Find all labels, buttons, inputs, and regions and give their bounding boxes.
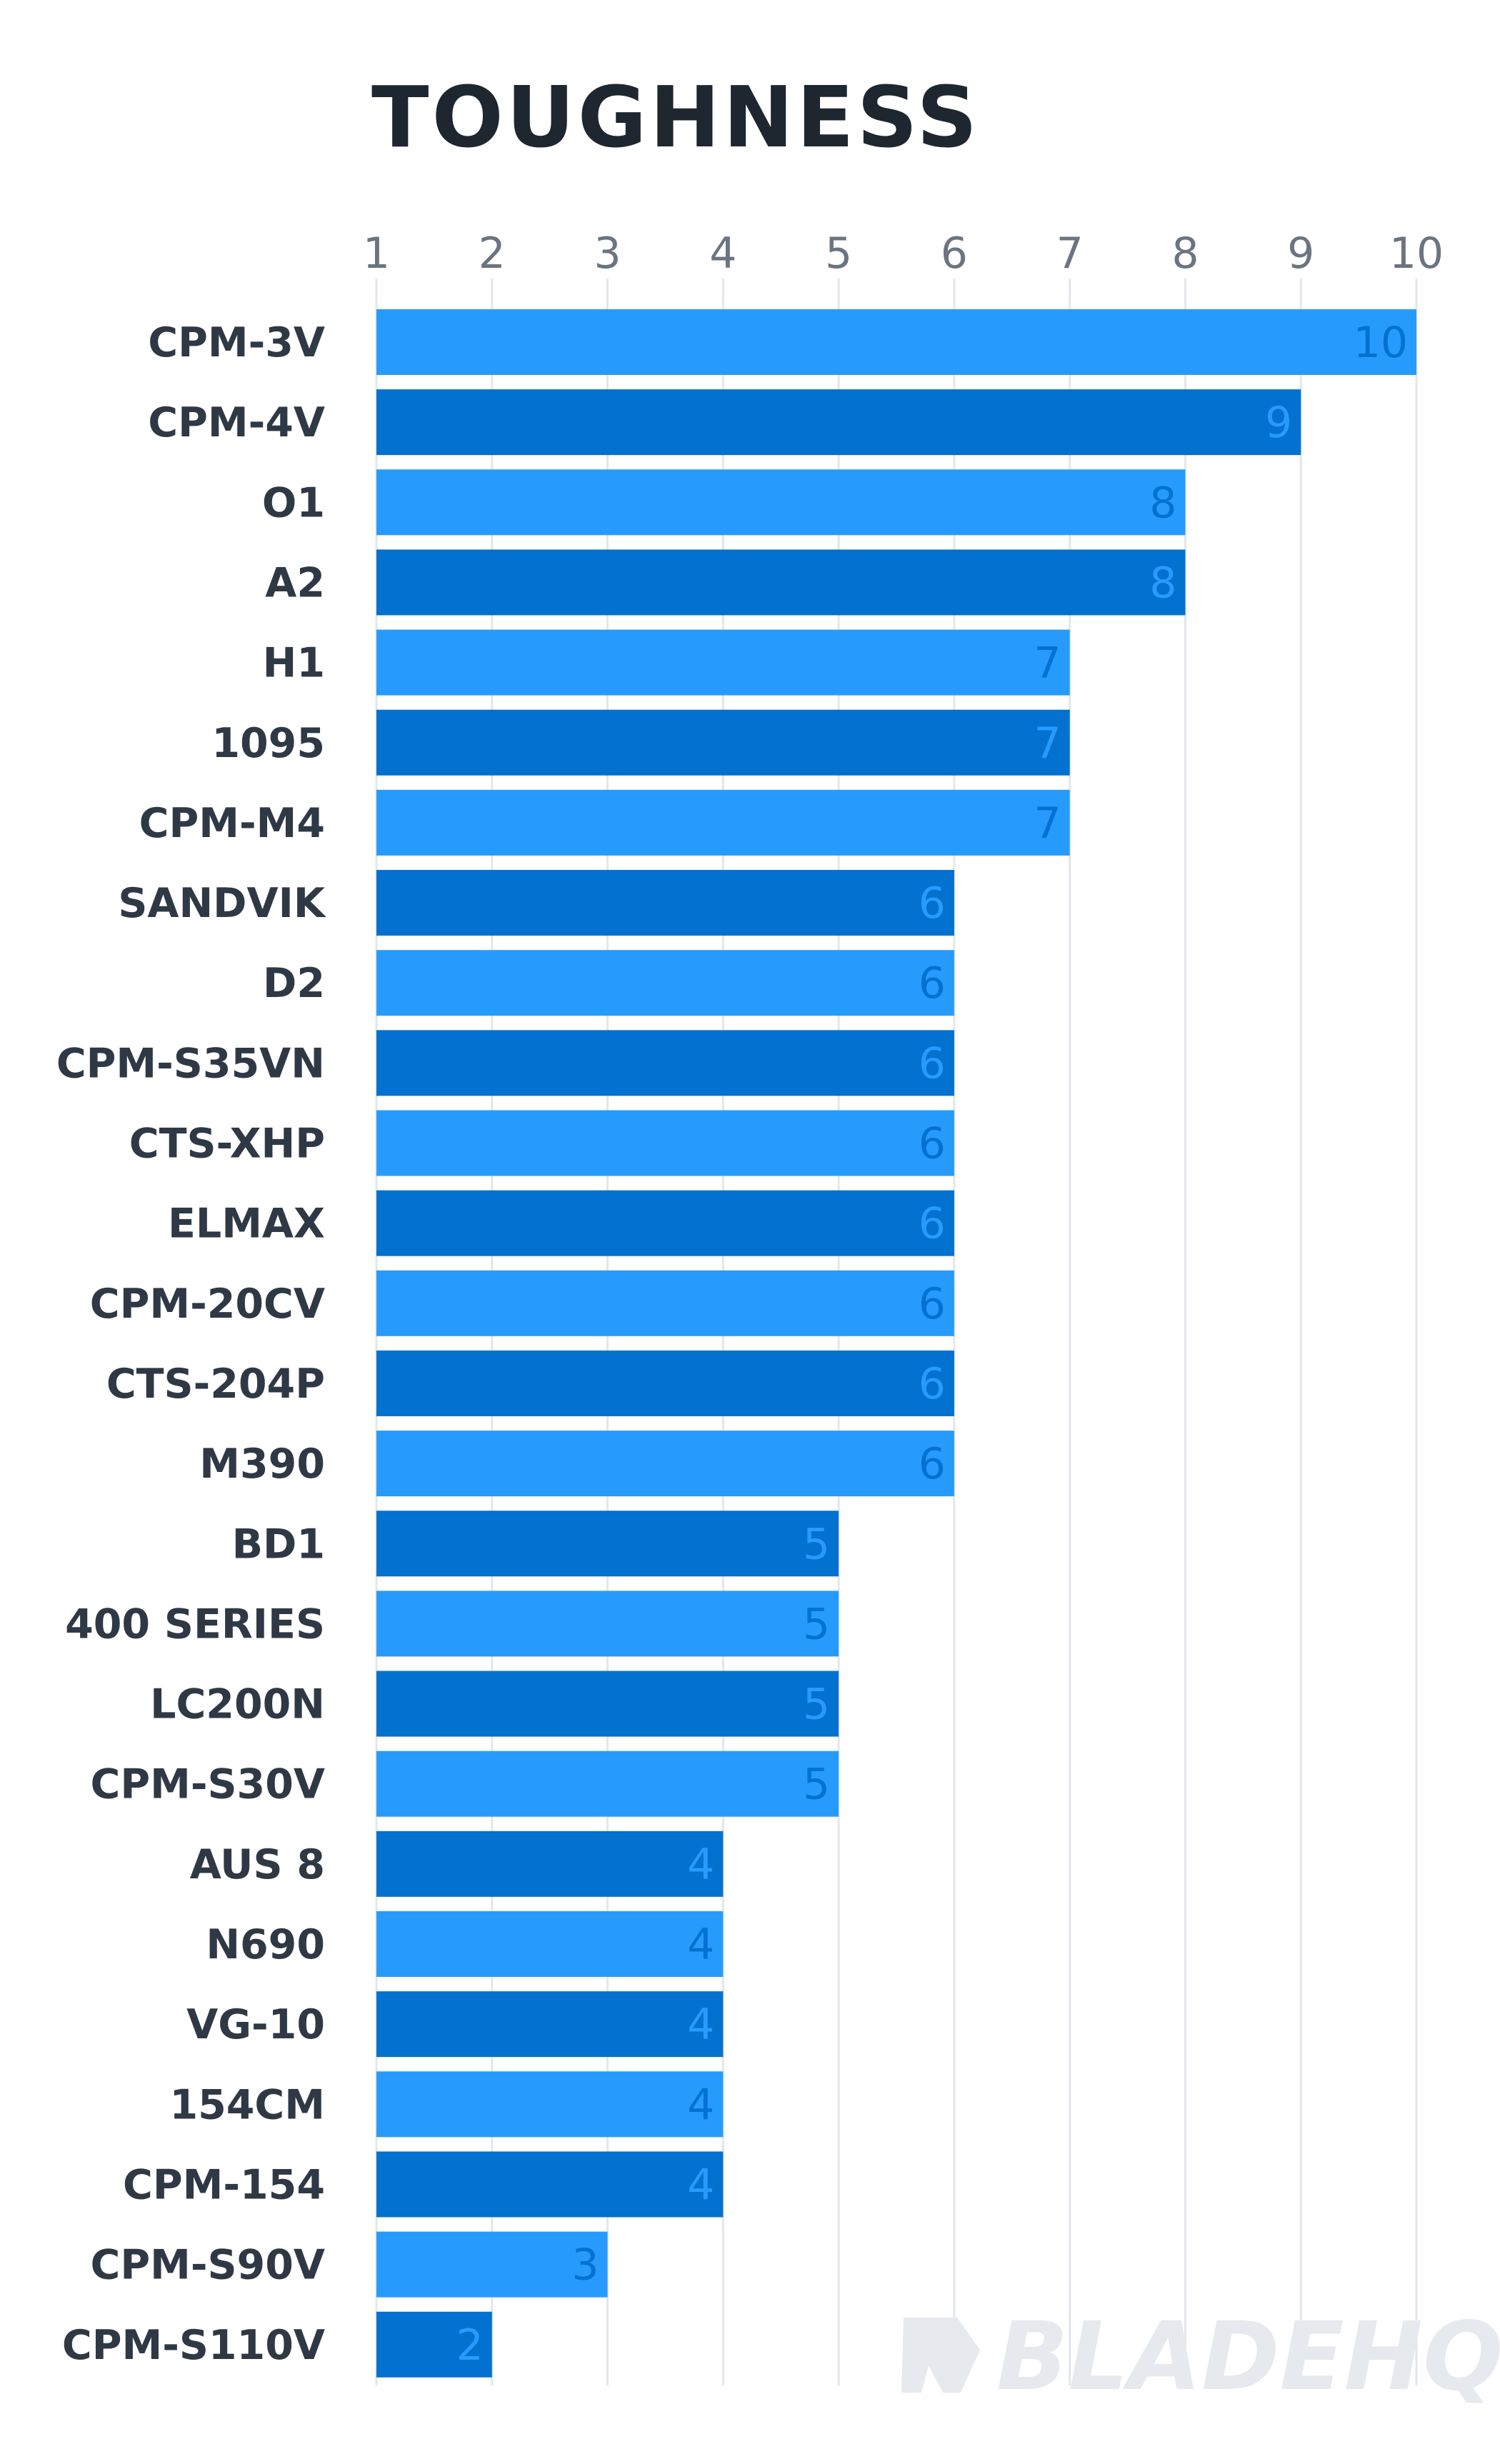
category-label: VG-10 (186, 2001, 325, 2048)
bar-value-label: 4 (687, 2000, 714, 2050)
x-tick-label: 7 (1056, 229, 1084, 279)
bar (376, 549, 1186, 616)
category-label: CPM-S90V (91, 2242, 325, 2289)
bar (376, 870, 954, 936)
category-label: ELMAX (168, 1201, 325, 1248)
category-label: LC200N (150, 1681, 325, 1728)
bar-value-label: 6 (919, 1199, 946, 1249)
bar-value-label: 8 (1149, 478, 1176, 528)
bar (376, 1831, 724, 1897)
bar (376, 629, 1070, 696)
bar (376, 1991, 724, 2058)
x-tick-label: 5 (825, 229, 852, 279)
watermark: BLADEHQ (901, 2302, 1500, 2412)
value-labels: 10 9 8 8 7 7 7 6 6 6 6 6 6 6 6 5 5 5 5 4 4 4 4 4 3 2 (456, 318, 1408, 2370)
bar (376, 469, 1186, 536)
x-tick-label: 4 (709, 229, 736, 279)
bar (376, 1030, 954, 1096)
bar (376, 1350, 954, 1416)
bars (376, 309, 1416, 2378)
bar-value-label: 8 (1149, 558, 1176, 608)
category-label: M390 (199, 1441, 325, 1488)
category-label: CPM-154 (123, 2161, 325, 2208)
bar-value-label: 7 (1034, 638, 1061, 688)
bar (376, 2231, 608, 2298)
category-label: BD1 (232, 1521, 325, 1568)
category-label: 1095 (211, 720, 325, 767)
category-label: 400 SERIES (65, 1601, 325, 1648)
bar (376, 1911, 724, 1977)
bar-value-label: 6 (919, 1439, 946, 1489)
bar-value-label: 5 (803, 1519, 830, 1569)
category-label: CPM-3V (148, 319, 325, 366)
bar (376, 789, 1070, 856)
bar-value-label: 6 (919, 1359, 946, 1409)
bar (376, 950, 954, 1016)
x-tick-label: 1 (363, 229, 390, 279)
bar-value-label: 7 (1034, 718, 1061, 768)
category-label: D2 (263, 960, 325, 1007)
x-tick-label: 2 (479, 229, 506, 279)
category-label: CTS-XHP (129, 1121, 325, 1168)
bar-value-label: 4 (687, 2080, 714, 2130)
bar-value-label: 6 (919, 1119, 946, 1169)
category-label: N690 (206, 1921, 325, 1968)
x-axis-ticks: 1 2 3 4 5 6 7 8 9 10 (363, 229, 1444, 279)
bar (376, 389, 1301, 456)
bar (376, 2311, 492, 2378)
bar-value-label: 6 (919, 1038, 946, 1088)
category-label: SANDVIK (118, 880, 326, 927)
bar (376, 1270, 954, 1336)
bar (376, 1751, 839, 1817)
bar-value-label: 4 (687, 1920, 714, 1970)
x-tick-label: 6 (941, 229, 968, 279)
bar (376, 1110, 954, 1176)
bar-value-label: 4 (687, 1840, 714, 1890)
watermark-text: BLADEHQ (996, 2302, 1500, 2412)
bar (376, 2151, 724, 2218)
category-label: 154CM (169, 2081, 325, 2128)
category-label: CPM-S35VN (56, 1040, 325, 1087)
bar-value-label: 5 (803, 1599, 830, 1649)
category-label: CPM-20CV (90, 1281, 325, 1328)
bar-value-label: 9 (1265, 398, 1292, 448)
category-label: CTS-204P (106, 1361, 325, 1408)
bar (376, 1671, 839, 1737)
category-label: CPM-S110V (62, 2322, 325, 2369)
x-tick-label: 3 (594, 229, 621, 279)
x-tick-label: 8 (1171, 229, 1199, 279)
category-labels: CPM-3V CPM-4V O1 A2 H1 1095 CPM-M4 SANDVIK D2 CPM… (56, 319, 326, 2369)
bar-value-label: 3 (571, 2240, 599, 2290)
x-tick-label: 10 (1389, 229, 1444, 279)
bar-value-label: 5 (803, 1680, 830, 1730)
bladehq-logo-icon (901, 2318, 980, 2393)
category-label: AUS 8 (190, 1841, 325, 1888)
category-label: CPM-M4 (139, 800, 325, 847)
bar-value-label: 5 (803, 1760, 830, 1810)
category-label: A2 (265, 559, 325, 606)
bar-value-label: 7 (1034, 798, 1061, 848)
category-label: CPM-S30V (91, 1761, 325, 1808)
bar-value-label: 6 (919, 878, 946, 928)
bar-value-label: 6 (919, 958, 946, 1008)
bar (376, 2071, 724, 2138)
bar-value-label: 10 (1354, 318, 1408, 368)
bar (376, 1190, 954, 1256)
bar-value-label: 6 (919, 1279, 946, 1329)
bar-value-label: 2 (456, 2320, 484, 2370)
bar (376, 1431, 954, 1497)
bar (376, 1511, 839, 1577)
chart-title: TOUGHNESS (371, 68, 980, 166)
bar-value-label: 4 (687, 2160, 714, 2210)
x-tick-label: 9 (1287, 229, 1314, 279)
category-label: CPM-4V (148, 399, 325, 446)
bar (376, 1591, 839, 1657)
category-label: O1 (262, 479, 325, 526)
bar (376, 709, 1070, 776)
category-label: H1 (263, 640, 325, 687)
bar (376, 309, 1416, 375)
